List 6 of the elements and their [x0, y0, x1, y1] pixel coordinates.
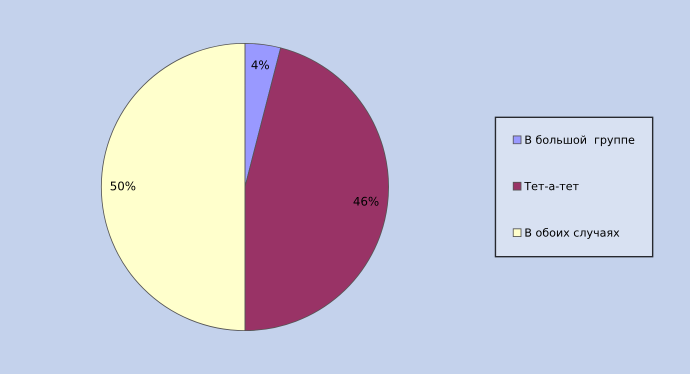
- data-label: 50%: [110, 181, 136, 190]
- legend-label: В обоих случаях: [525, 228, 620, 239]
- data-label: 46%: [354, 196, 379, 206]
- legend-label: В большой группе: [525, 135, 634, 146]
- data-label: 4%: [251, 60, 269, 70]
- legend-label: Тет-а-тет: [524, 182, 579, 190]
